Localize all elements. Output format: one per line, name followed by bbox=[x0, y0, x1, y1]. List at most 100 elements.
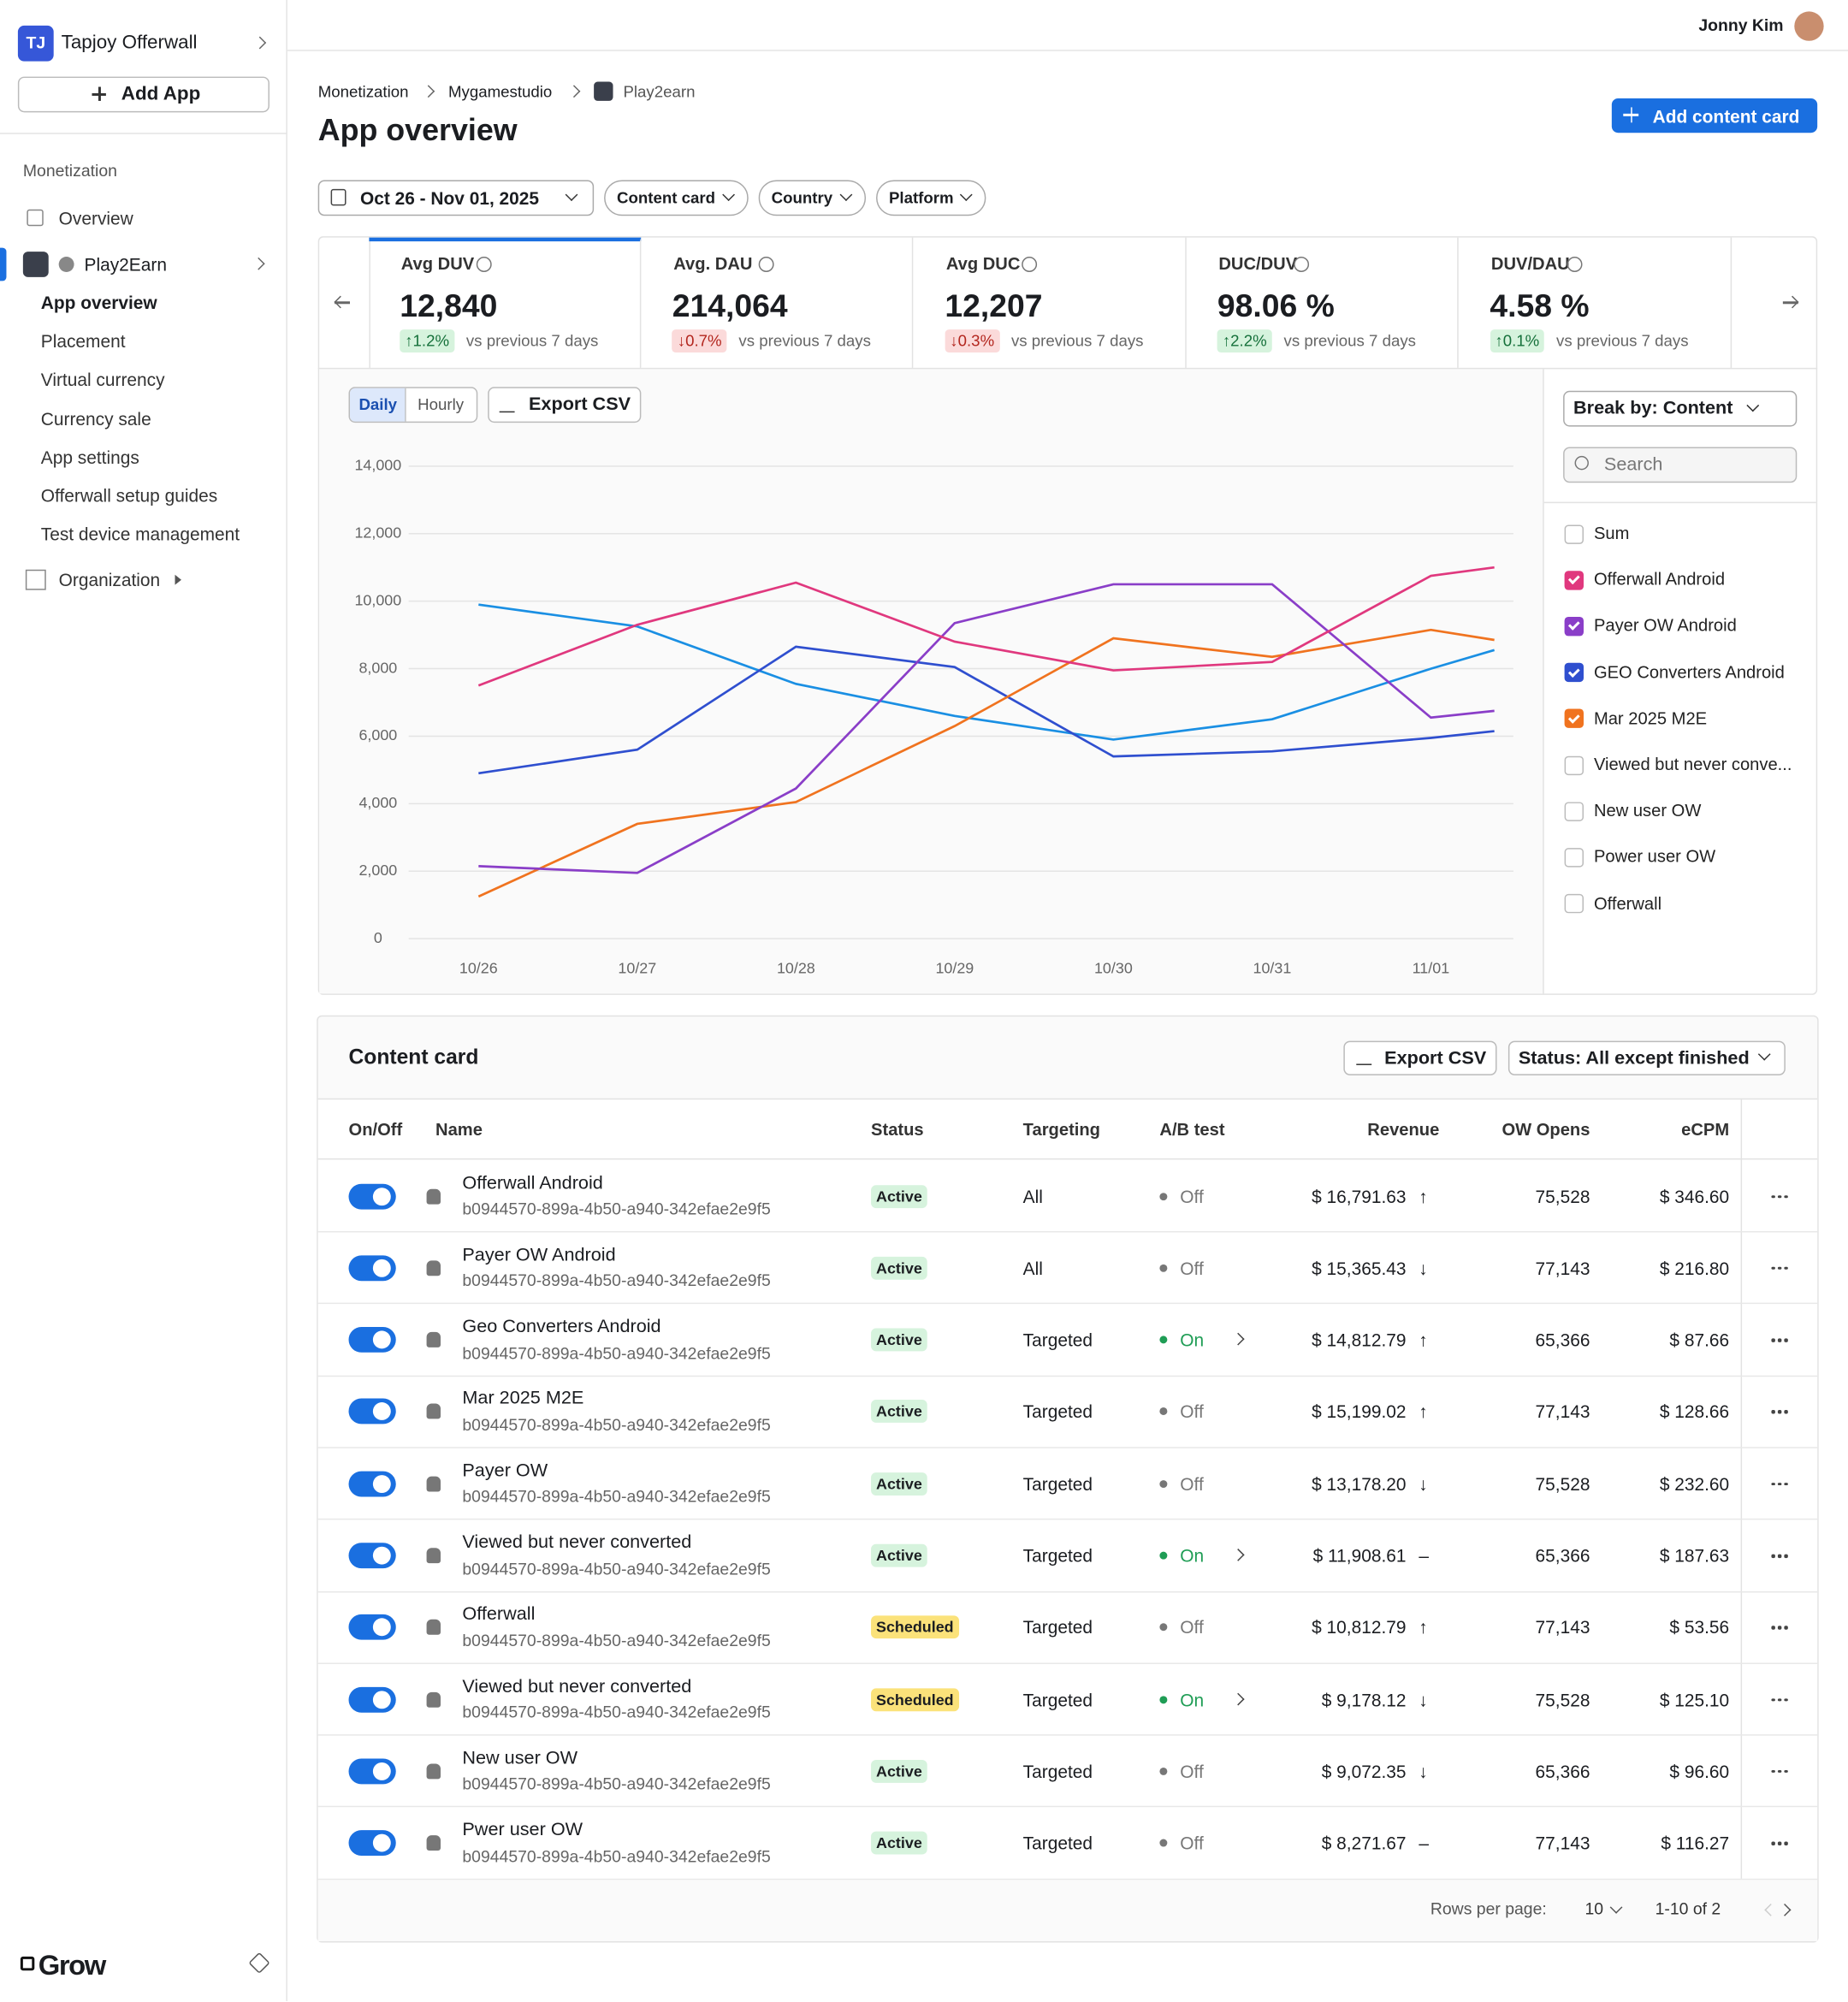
breakdown-item[interactable]: GEO Converters Android bbox=[1593, 662, 1785, 682]
row-ecpm: $ 96.60 bbox=[1669, 1761, 1730, 1782]
more-dot[interactable] bbox=[1771, 1841, 1775, 1845]
add-card-button[interactable] bbox=[1611, 98, 1818, 133]
status-filter[interactable] bbox=[1507, 1040, 1786, 1075]
page-size[interactable]: 10 bbox=[1584, 1898, 1604, 1919]
brand-icon bbox=[20, 1956, 35, 1971]
checkbox[interactable] bbox=[1564, 708, 1584, 729]
ab-dot bbox=[1159, 1767, 1168, 1775]
breakdown-item[interactable]: Offerwall Android bbox=[1593, 570, 1726, 589]
search-box[interactable] bbox=[1563, 447, 1798, 483]
search-placeholder: Search bbox=[1603, 454, 1663, 476]
ab-dot bbox=[1159, 1551, 1168, 1560]
nav-item[interactable]: App settings bbox=[40, 447, 139, 468]
more-dot[interactable] bbox=[1771, 1410, 1775, 1414]
date-filter[interactable] bbox=[317, 180, 595, 216]
row-trend: – bbox=[1419, 1833, 1430, 1854]
kpi-delta: ↑1.2% bbox=[400, 329, 455, 352]
more-dot bbox=[1777, 1338, 1781, 1342]
row-divider bbox=[317, 1878, 1818, 1880]
more-dot[interactable] bbox=[1771, 1194, 1775, 1199]
kpi-delta: ↑0.1% bbox=[1490, 329, 1545, 352]
nav-item[interactable]: App overview bbox=[40, 292, 157, 313]
breadcrumb[interactable]: Monetization bbox=[317, 83, 409, 101]
toggle-hourly[interactable]: Hourly bbox=[418, 395, 465, 414]
row-ecpm: $ 232.60 bbox=[1659, 1473, 1730, 1495]
breakdown-item[interactable]: Payer OW Android bbox=[1593, 616, 1737, 636]
row-ab: Off bbox=[1180, 1761, 1204, 1782]
table-export-button[interactable] bbox=[1343, 1040, 1497, 1075]
more-dot[interactable] bbox=[1771, 1697, 1775, 1702]
nav-app[interactable]: Play2Earn bbox=[84, 254, 167, 275]
filter-chip[interactable] bbox=[876, 180, 986, 216]
more-dot[interactable] bbox=[1771, 1266, 1775, 1270]
row-ab: On bbox=[1180, 1545, 1205, 1567]
kpi-card[interactable] bbox=[1187, 237, 1459, 368]
chart-export-button[interactable] bbox=[488, 387, 642, 424]
nav-item[interactable]: Placement bbox=[40, 330, 126, 352]
breakdown-item[interactable]: Mar 2025 M2E bbox=[1593, 708, 1708, 728]
org-name[interactable]: Tapjoy Offerwall bbox=[61, 32, 198, 54]
status-badge: Active bbox=[871, 1472, 927, 1496]
row-ab: Off bbox=[1180, 1473, 1204, 1495]
checkbox[interactable] bbox=[1564, 755, 1584, 775]
checkbox[interactable] bbox=[1564, 616, 1584, 637]
checkbox[interactable] bbox=[1564, 524, 1584, 544]
row-trend: ↓ bbox=[1419, 1761, 1428, 1782]
overview-icon bbox=[27, 209, 44, 227]
nav-item[interactable]: Test device management bbox=[40, 524, 240, 545]
actions-divider bbox=[1740, 1098, 1743, 1879]
row-revenue: $ 10,812.79 bbox=[1312, 1617, 1407, 1638]
nav-organization[interactable]: Organization bbox=[58, 569, 161, 590]
table-export-label: Export CSV bbox=[1384, 1047, 1487, 1069]
checkbox[interactable] bbox=[1564, 662, 1584, 683]
more-dot[interactable] bbox=[1771, 1769, 1775, 1774]
android-icon bbox=[426, 1835, 441, 1851]
nav-item[interactable]: Virtual currency bbox=[40, 369, 165, 390]
status-filter-label: Status: All except finished bbox=[1518, 1047, 1750, 1069]
row-name: Payer OW bbox=[462, 1460, 548, 1482]
breakdown-item[interactable]: Power user OW bbox=[1593, 847, 1716, 867]
more-dot bbox=[1784, 1194, 1788, 1199]
checkbox[interactable] bbox=[1564, 848, 1584, 868]
add-app-button[interactable] bbox=[17, 76, 270, 113]
breakdown-item[interactable]: Viewed but never conve... bbox=[1593, 755, 1792, 774]
breakdown-item[interactable]: New user OW bbox=[1593, 801, 1702, 820]
info-icon bbox=[758, 257, 774, 272]
android-icon bbox=[426, 1620, 441, 1636]
breakdown-select[interactable] bbox=[1563, 390, 1798, 427]
row-opens: 65,366 bbox=[1535, 1330, 1590, 1350]
org-badge[interactable] bbox=[17, 25, 54, 62]
filter-chip[interactable] bbox=[758, 180, 867, 216]
kpi-card[interactable] bbox=[914, 237, 1187, 368]
more-dot[interactable] bbox=[1771, 1554, 1775, 1558]
kpi-caption: vs previous 7 days bbox=[1010, 332, 1144, 351]
checkbox[interactable] bbox=[1564, 801, 1584, 821]
breakdown-item[interactable]: Offerwall bbox=[1593, 893, 1662, 913]
more-dot[interactable] bbox=[1771, 1626, 1775, 1630]
filter-chip[interactable] bbox=[604, 180, 749, 216]
more-dot bbox=[1784, 1626, 1788, 1630]
kpi-card[interactable] bbox=[369, 237, 642, 368]
plus-v bbox=[98, 86, 101, 101]
row-opens: 77,143 bbox=[1535, 1833, 1590, 1854]
checkbox[interactable] bbox=[1564, 570, 1584, 590]
breakdown-item[interactable]: Sum bbox=[1593, 524, 1630, 543]
toggle-knob bbox=[372, 1402, 391, 1421]
toggle-daily[interactable]: Daily bbox=[358, 395, 398, 414]
row-revenue: $ 16,791.63 bbox=[1312, 1186, 1407, 1206]
row-divider bbox=[317, 1734, 1818, 1736]
checkbox[interactable] bbox=[1564, 894, 1584, 914]
row-name: Offerwall bbox=[462, 1604, 536, 1626]
kpi-value: 214,064 bbox=[672, 288, 788, 325]
breadcrumb[interactable]: Play2earn bbox=[623, 83, 696, 101]
kpi-label: Avg DUV bbox=[400, 254, 475, 274]
nav-item[interactable]: Offerwall setup guides bbox=[40, 485, 218, 506]
row-id: b0944570-899a-4b50-a940-342efae2e9f5 bbox=[462, 1270, 771, 1291]
breadcrumb[interactable]: Mygamestudio bbox=[447, 83, 553, 101]
ab-dot bbox=[1159, 1192, 1168, 1200]
nav-overview[interactable]: Overview bbox=[58, 208, 133, 229]
more-dot[interactable] bbox=[1771, 1338, 1775, 1342]
more-dot[interactable] bbox=[1771, 1482, 1775, 1486]
kpi-card[interactable] bbox=[642, 237, 914, 368]
nav-item[interactable]: Currency sale bbox=[40, 408, 151, 429]
